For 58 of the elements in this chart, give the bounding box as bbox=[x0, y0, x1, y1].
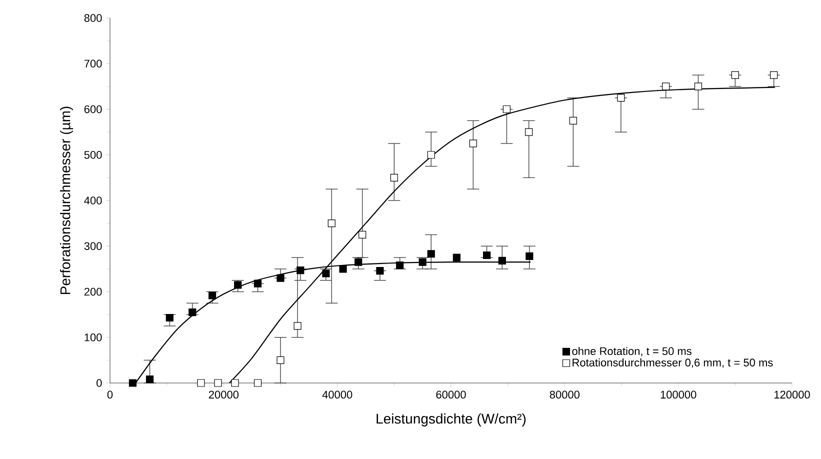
point bbox=[254, 280, 262, 288]
y-tick-label: 500 bbox=[84, 150, 102, 159]
x-tick-label: 100000 bbox=[660, 390, 696, 399]
point bbox=[376, 266, 384, 275]
point bbox=[276, 356, 284, 364]
point bbox=[328, 220, 336, 228]
y-tick-label: 600 bbox=[84, 105, 102, 114]
legend-label: Rotationsdurchmesser 0,6 mm, t = 50 ms bbox=[572, 358, 773, 368]
point bbox=[166, 314, 174, 322]
point bbox=[254, 379, 262, 387]
point bbox=[770, 71, 778, 79]
point bbox=[197, 379, 205, 387]
point bbox=[498, 256, 506, 265]
y-tick-label: 300 bbox=[84, 242, 102, 250]
point bbox=[276, 274, 284, 282]
point bbox=[208, 292, 216, 300]
point bbox=[214, 379, 222, 387]
point bbox=[296, 266, 304, 274]
x-tick-label: 120000 bbox=[774, 390, 810, 399]
point bbox=[390, 174, 398, 182]
point bbox=[339, 265, 347, 273]
point bbox=[146, 376, 154, 384]
point bbox=[617, 94, 625, 102]
point bbox=[294, 322, 302, 330]
point bbox=[502, 105, 510, 114]
x-tick-label: 20000 bbox=[208, 390, 239, 399]
point bbox=[128, 379, 137, 387]
x-tick-label: 80000 bbox=[550, 390, 580, 399]
y-tick-label: 200 bbox=[84, 288, 102, 296]
point bbox=[452, 254, 460, 262]
x-tick-label: 60000 bbox=[436, 390, 466, 399]
x-axis-title: Leistungsdichte (W/cm²) bbox=[376, 413, 526, 426]
point bbox=[525, 128, 533, 136]
y-tick-label: 400 bbox=[84, 196, 102, 204]
point bbox=[483, 251, 491, 260]
y-tick-label: 0 bbox=[96, 379, 102, 387]
point bbox=[694, 82, 702, 90]
point bbox=[662, 82, 670, 90]
point bbox=[231, 379, 239, 387]
x-tick-label: 0 bbox=[107, 390, 113, 399]
point bbox=[396, 261, 404, 270]
y-axis-title: Perforationsdurchmesser (µm) bbox=[60, 106, 74, 294]
point bbox=[234, 281, 242, 289]
point bbox=[427, 250, 435, 258]
point bbox=[427, 151, 435, 159]
point bbox=[188, 308, 196, 316]
y-tick-label: 800 bbox=[84, 14, 102, 22]
y-tick-label: 700 bbox=[84, 60, 102, 68]
point bbox=[731, 71, 739, 79]
legend-label: ohne Rotation, t = 50 ms bbox=[572, 346, 692, 356]
x-tick-label: 40000 bbox=[322, 390, 352, 399]
point bbox=[358, 230, 366, 239]
point bbox=[526, 252, 534, 260]
point bbox=[569, 116, 577, 124]
y-tick-label: 100 bbox=[84, 333, 102, 342]
point bbox=[469, 140, 477, 148]
point bbox=[418, 258, 426, 266]
point bbox=[322, 270, 330, 278]
